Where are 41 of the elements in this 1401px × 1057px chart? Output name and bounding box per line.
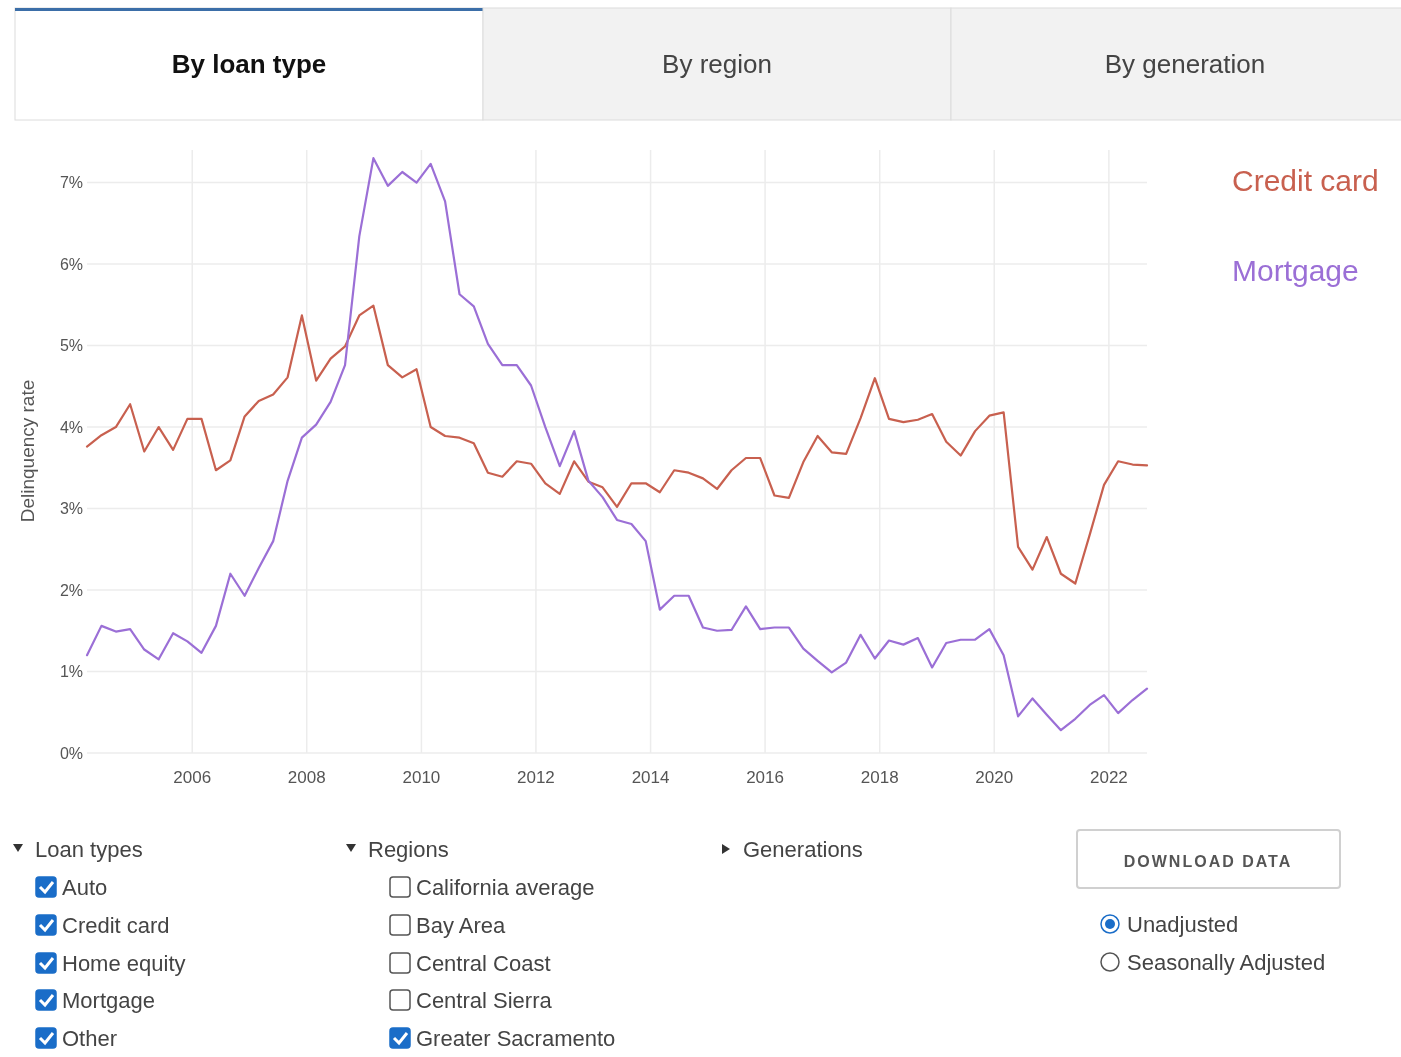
text: Greater Sacramento [416, 1025, 616, 1051]
line-series [85, 304, 1149, 585]
text: Home equity [62, 950, 186, 976]
text: Bay Area [416, 912, 507, 938]
y-axis-title: Delinquency rate [17, 379, 38, 523]
text: Auto [62, 874, 108, 900]
text: Mortgage [1232, 253, 1359, 287]
y-tick-label: 7% [59, 174, 83, 192]
x-tick-label: 2014 [631, 768, 670, 787]
x-tick-label: 2020 [975, 768, 1014, 787]
text: By loan type [171, 49, 327, 80]
x-tick-label: 2012 [516, 768, 555, 787]
y-tick-label: 6% [59, 255, 83, 273]
text: Generations [743, 836, 863, 862]
y-tick-label: 3% [59, 500, 83, 518]
y-tick-label: 4% [59, 418, 83, 436]
y-tick-label: 0% [59, 744, 83, 762]
text: DOWNLOAD DATA [1123, 852, 1293, 870]
text: Credit card [62, 912, 170, 938]
text: Regions [368, 836, 449, 862]
y-tick-label: 2% [59, 581, 83, 599]
text: Loan types [35, 836, 143, 862]
text: Other [62, 1025, 118, 1051]
y-tick-label: 5% [59, 337, 83, 355]
x-tick-label: 2008 [287, 768, 326, 787]
text: By region [662, 49, 772, 80]
x-tick-label: 2022 [1089, 768, 1128, 787]
x-tick-label: 2018 [860, 768, 899, 787]
text: Credit card [1232, 163, 1379, 197]
x-tick-label: 2016 [746, 768, 784, 787]
text: By generation [1104, 49, 1266, 80]
text: Mortgage [62, 987, 155, 1013]
x-tick-label: 2006 [173, 768, 212, 787]
text: Unadjusted [1127, 911, 1239, 937]
text: Seasonally Adjusted [1127, 949, 1326, 975]
text: Central Coast [416, 950, 551, 976]
line-series [85, 157, 1149, 732]
x-tick-label: 2010 [402, 768, 441, 787]
text: California average [416, 874, 595, 900]
text: Central Sierra [416, 987, 553, 1013]
y-tick-label: 1% [59, 663, 83, 681]
